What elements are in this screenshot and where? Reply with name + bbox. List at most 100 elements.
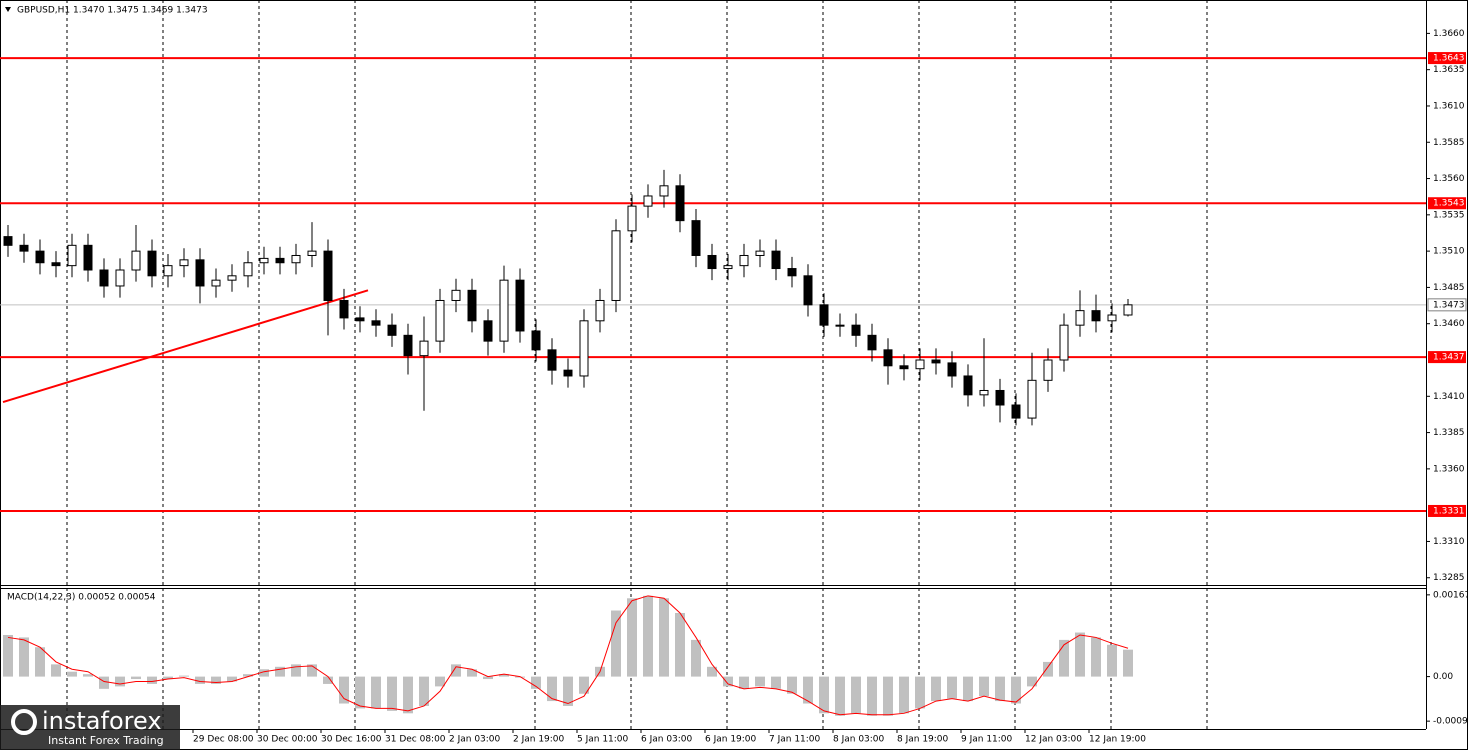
- x-tick-label: 6 Jan 03:00: [641, 735, 693, 745]
- candle-body: [995, 389, 1005, 406]
- candle-body: [291, 254, 301, 264]
- candle-body: [195, 259, 205, 287]
- candle-body: [659, 185, 669, 197]
- candle-body: [899, 365, 909, 370]
- candle-body: [707, 254, 717, 270]
- macd-bar: [899, 676, 909, 714]
- macd-bar: [819, 676, 829, 714]
- macd-bar: [419, 676, 429, 706]
- macd-bar: [707, 666, 717, 677]
- candle-body: [691, 220, 701, 256]
- macd-bar: [35, 647, 45, 677]
- level-label: 1.3331: [1433, 506, 1465, 516]
- macd-bar: [371, 676, 381, 709]
- y-tick-label: 1.3510: [1433, 247, 1465, 257]
- macd-bar: [227, 676, 237, 682]
- candle-body: [339, 299, 349, 319]
- macd-bar: [323, 676, 333, 684]
- y-tick-label: 1.3385: [1433, 428, 1465, 438]
- macd-bar: [563, 676, 573, 706]
- candle-body: [67, 244, 77, 267]
- macd-bar: [163, 676, 173, 680]
- candle-body: [1059, 324, 1069, 361]
- macd-bar: [51, 664, 61, 677]
- macd-bar: [451, 664, 461, 677]
- candle-body: [483, 320, 493, 342]
- candle-body: [675, 185, 685, 222]
- macd-bar: [499, 674, 509, 677]
- macd-bar: [243, 674, 253, 677]
- level-label-box: [1428, 197, 1466, 210]
- x-tick-label: 30 Dec 00:00: [257, 735, 318, 745]
- x-tick-label: 9 Jan 11:00: [961, 735, 1013, 745]
- watermark-tagline: Instant Forex Trading: [48, 734, 164, 747]
- macd-bar: [755, 676, 765, 687]
- candle-body: [275, 257, 285, 264]
- candle-body: [1107, 314, 1117, 322]
- candle-body: [963, 375, 973, 396]
- y-tick-label: 1.3360: [1433, 464, 1465, 474]
- y-tick-label: 1.3535: [1433, 210, 1465, 220]
- y-tick-label: 1.3660: [1433, 29, 1465, 39]
- macd-bar: [1075, 632, 1085, 677]
- macd-bar: [547, 676, 557, 702]
- y-tick-label: 1.3635: [1433, 65, 1465, 75]
- macd-bar: [675, 612, 685, 677]
- macd-bar: [915, 676, 925, 709]
- macd-bar: [403, 676, 413, 714]
- candle-body: [595, 299, 605, 322]
- macd-bar: [339, 676, 349, 704]
- watermark: instaforex Instant Forex Trading: [0, 705, 180, 750]
- candle-body: [1027, 379, 1037, 419]
- indicator-label: MACD(14,22,3) 0.00052 0.00054: [7, 593, 156, 603]
- x-tick-label: 12 Jan 19:00: [1089, 735, 1146, 745]
- macd-bar: [355, 676, 365, 709]
- macd-bar: [723, 676, 733, 687]
- candle-body: [3, 236, 13, 246]
- macd-bar: [1027, 676, 1037, 687]
- macd-bar: [131, 676, 141, 680]
- candle-body: [467, 289, 477, 322]
- macd-bar: [643, 595, 653, 677]
- macd-bar: [771, 676, 781, 689]
- macd-bar: [531, 676, 541, 689]
- x-tick-label: 2 Jan 19:00: [513, 735, 565, 745]
- macd-bar: [851, 676, 861, 714]
- y-tick-label: 1.3410: [1433, 392, 1465, 402]
- candle-body: [387, 324, 397, 336]
- level-label-box: [1428, 351, 1466, 364]
- candle-body: [1011, 404, 1021, 419]
- y-tick-label: 1.3610: [1433, 101, 1465, 111]
- candle-body: [1091, 310, 1101, 322]
- macd-bar: [1107, 644, 1117, 677]
- macd-bar: [867, 676, 877, 716]
- level-label: 1.3437: [1433, 353, 1465, 363]
- x-tick-label: 8 Jan 19:00: [897, 735, 949, 745]
- x-tick-label: 12 Jan 03:00: [1025, 735, 1082, 745]
- candle-body: [819, 304, 829, 326]
- macd-bar: [835, 676, 845, 716]
- macd-bar: [995, 676, 1005, 702]
- candle-body: [211, 279, 221, 287]
- y-tick-label: 1.3585: [1433, 138, 1465, 148]
- macd-bar: [1043, 661, 1053, 677]
- candle-body: [883, 349, 893, 367]
- macd-bar: [691, 639, 701, 677]
- macd-bar: [259, 669, 269, 677]
- macd-bar: [787, 676, 797, 694]
- y-tick-label: 1.3285: [1433, 573, 1465, 583]
- macd-bar: [435, 676, 445, 687]
- macd-bar: [803, 676, 813, 704]
- candle-body: [403, 334, 413, 357]
- candle-body: [1075, 310, 1085, 326]
- candle-body: [611, 230, 621, 301]
- macd-bar: [195, 676, 205, 684]
- candle-body: [931, 359, 941, 364]
- macd-bar: [1059, 639, 1069, 677]
- candle-body: [627, 205, 637, 232]
- candle-body: [307, 250, 317, 256]
- candle-body: [723, 265, 733, 270]
- macd-bar: [611, 610, 621, 677]
